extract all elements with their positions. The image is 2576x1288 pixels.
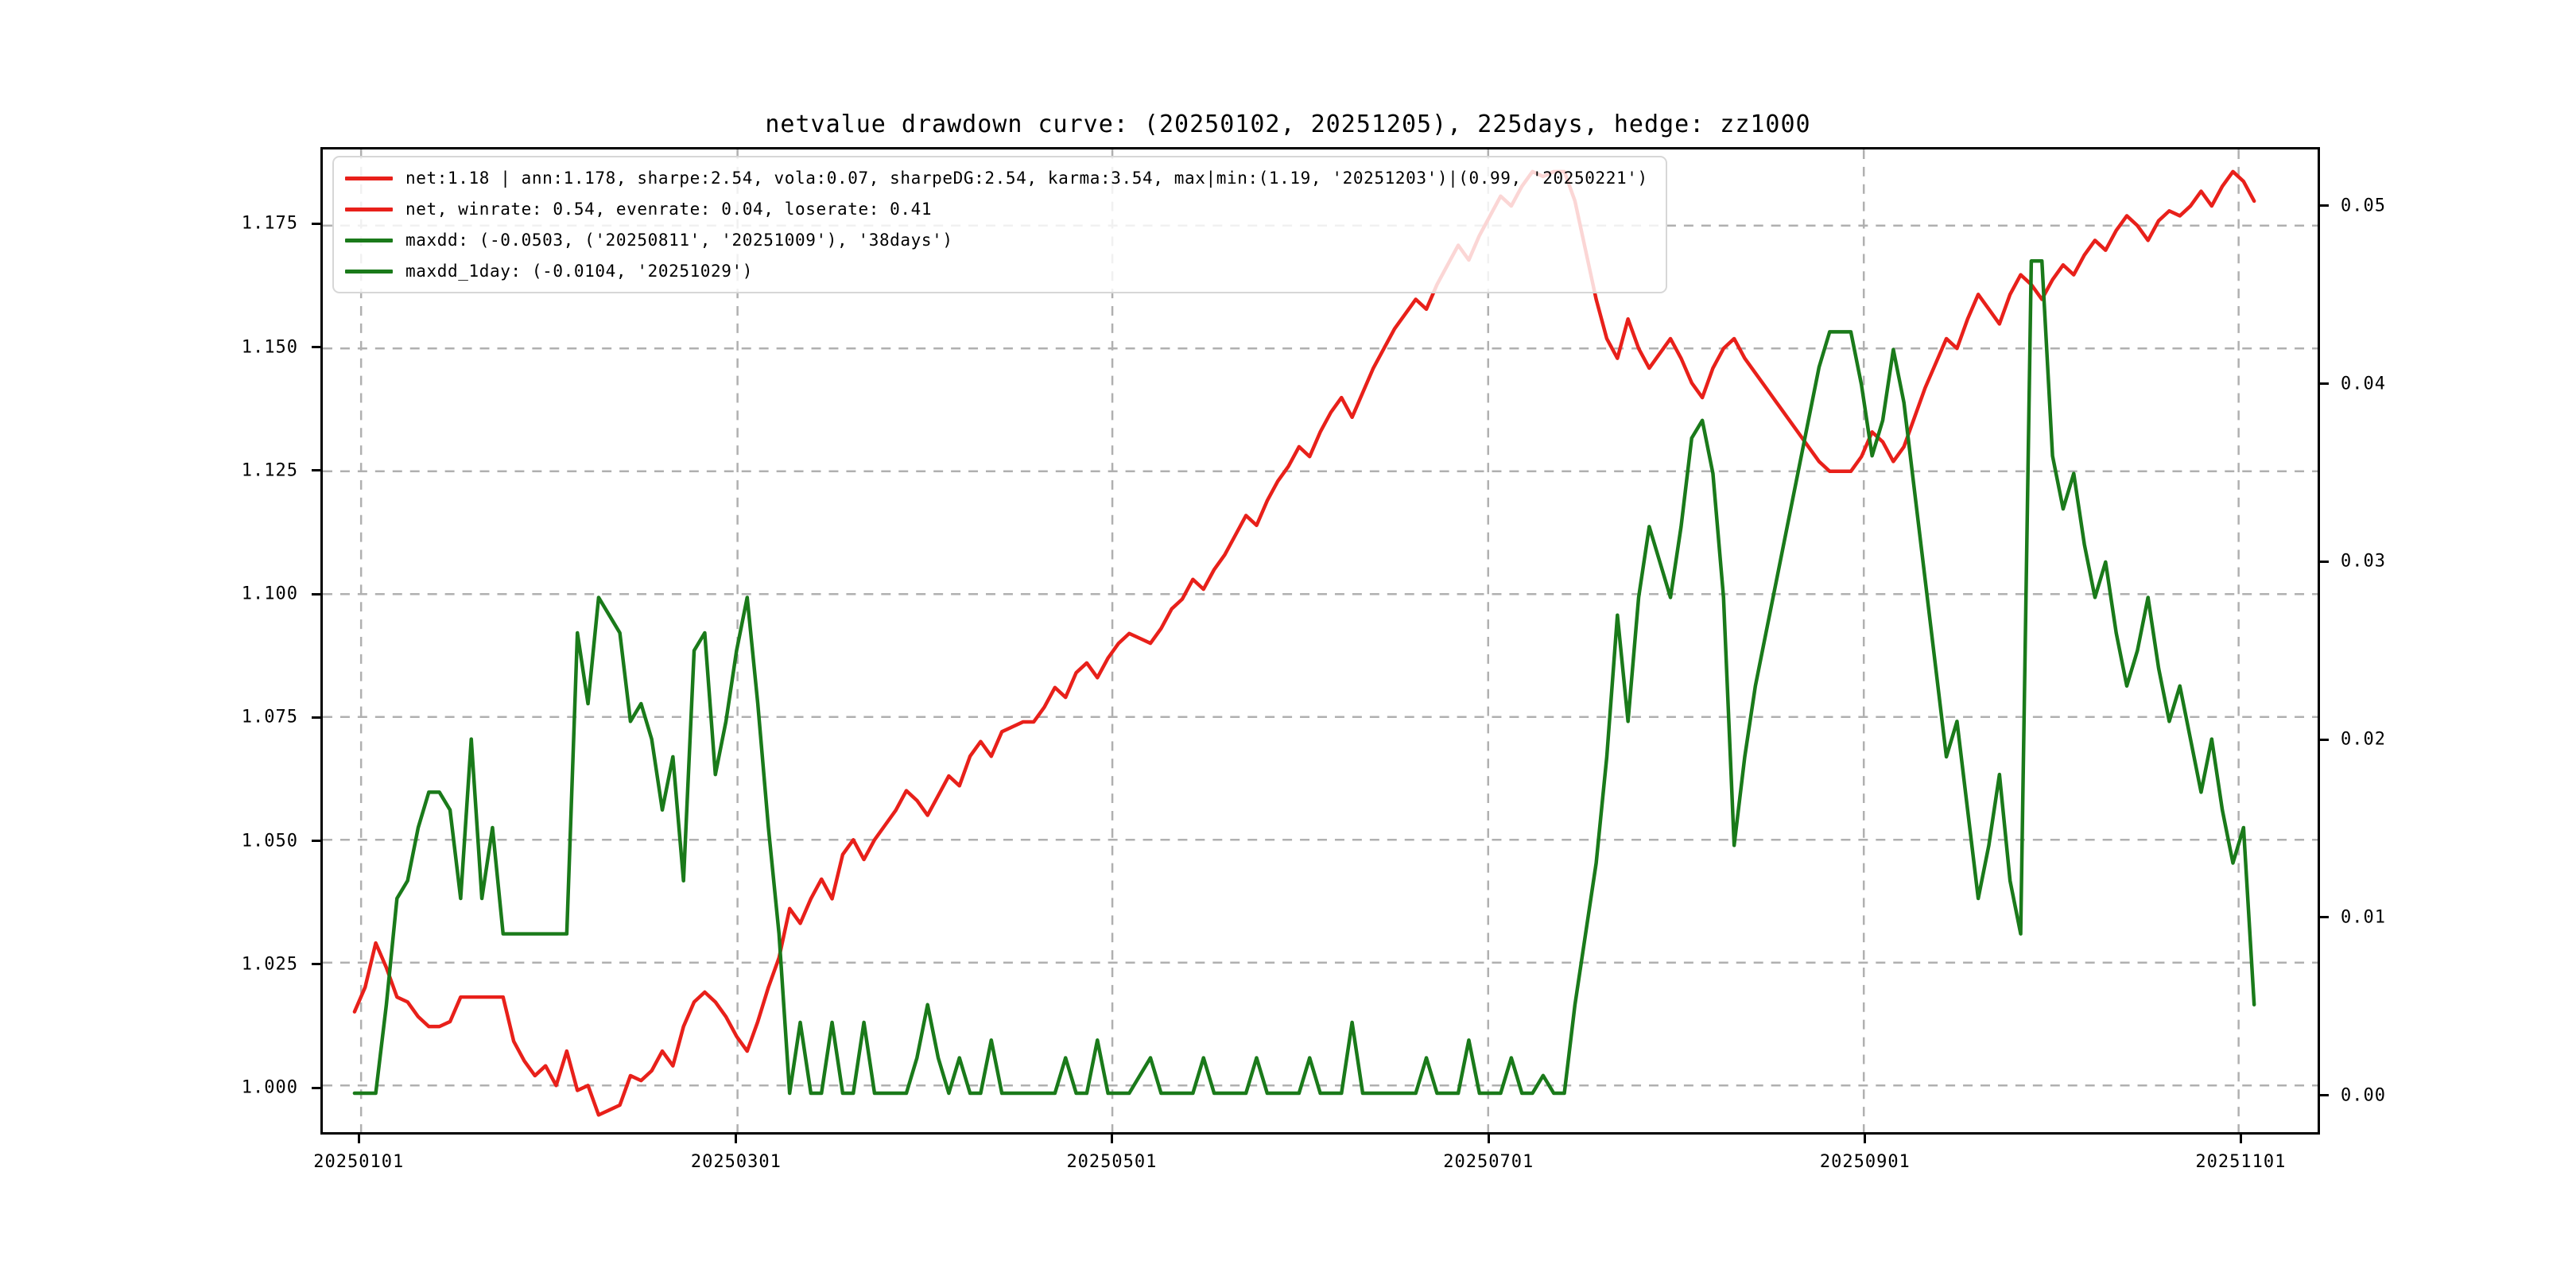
y-tick-label-left: 1.125: [241, 460, 298, 481]
series-line-maxdd: [352, 259, 2256, 1096]
x-tick-mark: [2239, 1135, 2242, 1143]
y-tick-mark-left: [312, 716, 320, 719]
y-tick-label-left: 1.150: [241, 337, 298, 357]
plot-area: [320, 147, 2320, 1135]
y-tick-mark-left: [312, 222, 320, 225]
legend-item[interactable]: maxdd_1day: (-0.0104, '20251029'): [345, 261, 1648, 281]
x-tick-mark: [735, 1135, 738, 1143]
legend-item[interactable]: net, winrate: 0.54, evenrate: 0.04, lose…: [345, 199, 1648, 219]
legend-color-swatch: [345, 207, 393, 211]
y-tick-mark-right: [2320, 738, 2329, 741]
x-tick-label: 20251101: [2195, 1152, 2287, 1172]
legend-label: net:1.18 | ann:1.178, sharpe:2.54, vola:…: [405, 169, 1648, 188]
y-tick-label-right: 0.02: [2341, 729, 2386, 750]
chart-title: netvalue drawdown curve: (20250102, 2025…: [765, 111, 1811, 138]
legend-item[interactable]: net:1.18 | ann:1.178, sharpe:2.54, vola:…: [345, 168, 1648, 188]
y-tick-mark-left: [312, 963, 320, 966]
x-tick-mark: [357, 1135, 360, 1143]
legend-label: maxdd_1day: (-0.0104, '20251029'): [405, 262, 754, 281]
legend: net:1.18 | ann:1.178, sharpe:2.54, vola:…: [332, 156, 1667, 293]
y-tick-mark-right: [2320, 560, 2329, 563]
y-tick-mark-right: [2320, 382, 2329, 386]
y-tick-label-left: 1.025: [241, 954, 298, 975]
y-tick-label-right: 0.05: [2341, 196, 2386, 216]
legend-label: net, winrate: 0.54, evenrate: 0.04, lose…: [405, 200, 933, 219]
y-tick-label-left: 1.000: [241, 1077, 298, 1098]
y-tick-label-left: 1.075: [241, 707, 298, 727]
y-tick-mark-right: [2320, 1094, 2329, 1097]
x-tick-label: 20250501: [1066, 1152, 1158, 1172]
y-tick-mark-left: [312, 1086, 320, 1089]
x-tick-mark: [1864, 1135, 1867, 1143]
y-tick-label-right: 0.01: [2341, 907, 2386, 928]
series-line-netvalue: [352, 169, 2256, 1117]
y-tick-label-left: 1.175: [241, 213, 298, 234]
y-tick-label-right: 0.04: [2341, 374, 2386, 394]
x-tick-mark: [1487, 1135, 1490, 1143]
x-tick-label: 20250101: [313, 1152, 405, 1172]
legend-color-swatch: [345, 269, 393, 274]
legend-color-swatch: [345, 238, 393, 242]
y-tick-mark-left: [312, 592, 320, 596]
y-tick-mark-right: [2320, 916, 2329, 919]
y-tick-mark-left: [312, 469, 320, 472]
y-tick-mark-left: [312, 840, 320, 842]
legend-color-swatch: [345, 176, 393, 180]
legend-label: maxdd: (-0.0503, ('20250811', '20251009'…: [405, 231, 953, 250]
y-tick-label-right: 0.03: [2341, 551, 2386, 572]
x-tick-label: 20250301: [690, 1152, 782, 1172]
x-tick-mark: [1110, 1135, 1113, 1143]
x-tick-label: 20250901: [1819, 1152, 1911, 1172]
y-tick-label-left: 1.050: [241, 831, 298, 851]
x-tick-label: 20250701: [1443, 1152, 1534, 1172]
y-tick-mark-right: [2320, 204, 2329, 208]
legend-item[interactable]: maxdd: (-0.0503, ('20250811', '20251009'…: [345, 230, 1648, 250]
y-tick-mark-left: [312, 346, 320, 348]
y-tick-label-left: 1.100: [241, 584, 298, 604]
y-tick-label-right: 0.00: [2341, 1085, 2386, 1106]
series-lines: [352, 169, 2256, 1117]
gridlines: [323, 149, 2318, 1132]
